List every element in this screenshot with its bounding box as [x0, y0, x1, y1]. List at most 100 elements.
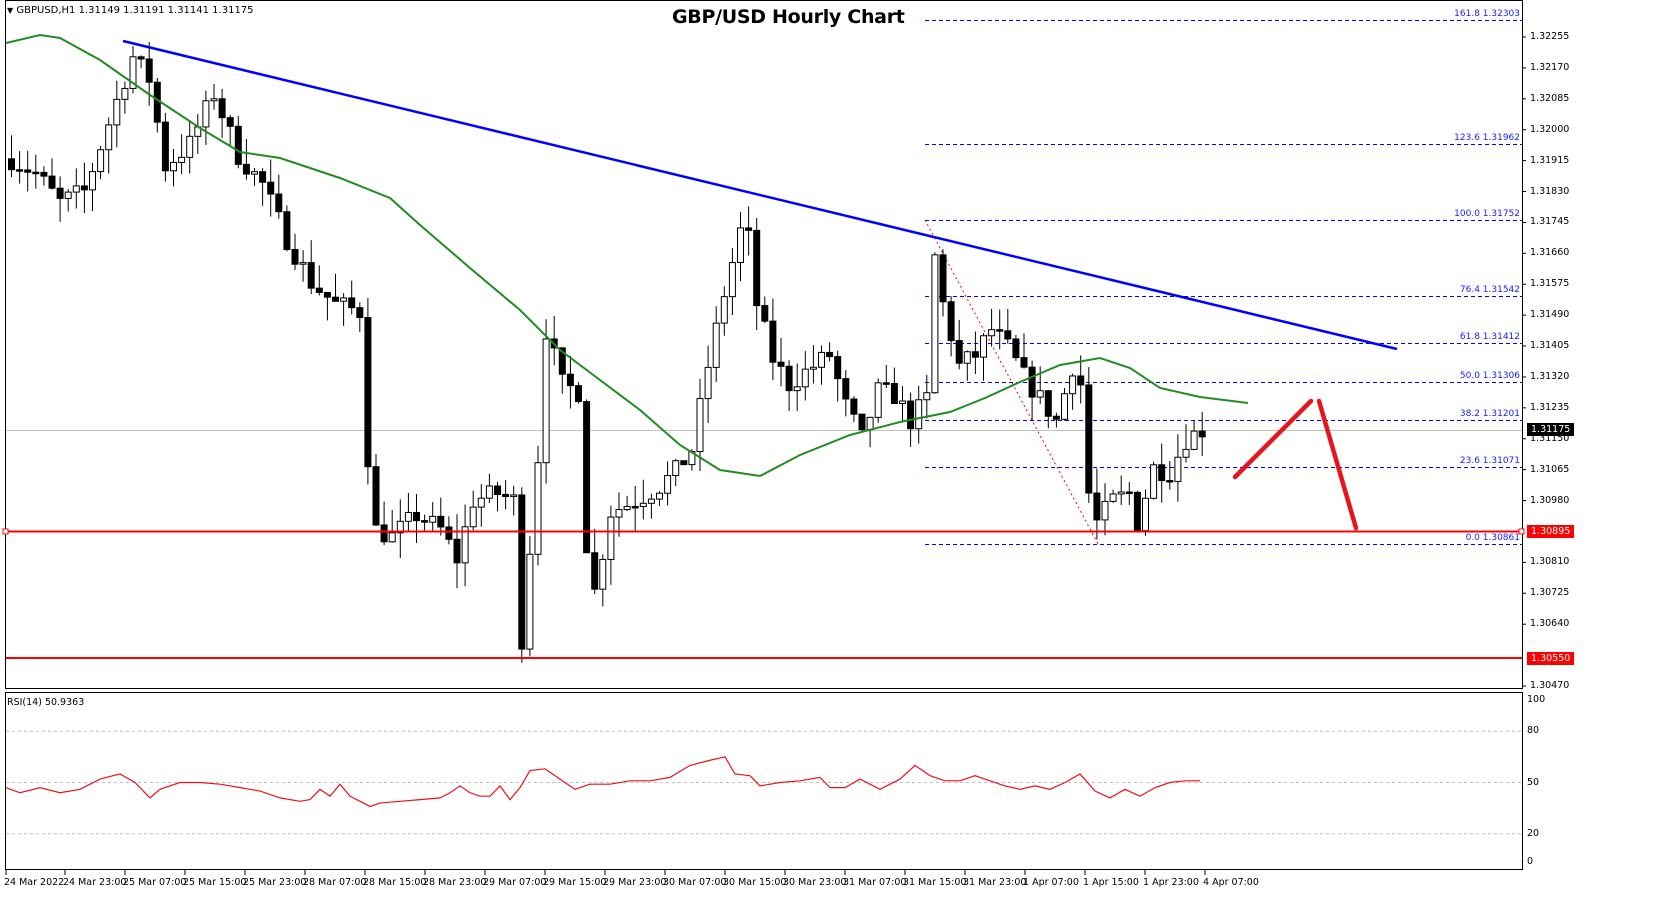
bullish-candle	[988, 329, 996, 337]
bearish-candle	[558, 347, 566, 375]
time-tick-label: 30 Mar 23:00	[783, 877, 847, 888]
bullish-candle	[542, 338, 550, 464]
bullish-candle	[121, 87, 129, 100]
collapse-triangle-icon[interactable]: ▼	[7, 6, 14, 15]
bullish-candle	[656, 492, 663, 500]
bearish-candle	[226, 117, 234, 127]
bearish-candle	[161, 121, 169, 172]
bullish-candle	[672, 460, 680, 477]
rsi-tick-label: 100	[1527, 694, 1546, 705]
bullish-candle	[72, 185, 80, 193]
descending-trendline[interactable]	[122, 39, 1398, 351]
time-tick-label: 4 Apr 07:00	[1203, 877, 1259, 888]
bullish-candle	[485, 485, 493, 499]
bearish-candle	[996, 329, 1004, 332]
bullish-candle	[712, 322, 720, 368]
bullish-candle	[696, 398, 704, 453]
bearish-candle	[1052, 415, 1060, 420]
symbol-ohlc-label: ▼ GBPUSD,H1 1.31149 1.31191 1.31141 1.31…	[7, 5, 254, 16]
bearish-candle	[332, 296, 339, 302]
time-tick-label: 25 Mar 15:00	[183, 877, 247, 888]
bullish-candle	[129, 56, 137, 89]
rsi-indicator-label: RSI(14) 50.9363	[7, 697, 85, 708]
bearish-candle	[267, 181, 275, 195]
time-tick-label: 24 Mar 23:00	[63, 877, 127, 888]
time-tick-label: 29 Mar 23:00	[603, 877, 667, 888]
rsi-tick-label: 80	[1527, 725, 1540, 737]
bearish-candle	[785, 365, 793, 392]
bearish-candle	[680, 460, 688, 466]
rsi-tick-label: 50	[1527, 776, 1540, 788]
bearish-candle	[566, 373, 574, 387]
bullish-candle	[720, 296, 728, 324]
bullish-candle	[534, 462, 542, 555]
price-tick-label: 1.31915	[1530, 154, 1570, 166]
bullish-candle	[737, 227, 744, 264]
bullish-candle	[1036, 390, 1044, 398]
bearish-candle	[518, 494, 526, 650]
time-tick-label: 31 Mar 07:00	[843, 877, 907, 888]
bullish-candle	[469, 506, 477, 528]
rsi-line	[5, 756, 1200, 808]
bullish-candle	[607, 516, 615, 560]
bullish-candle	[64, 191, 72, 199]
bearish-candle	[259, 171, 267, 183]
bullish-candle	[461, 526, 469, 564]
bearish-candle	[882, 382, 890, 385]
bearish-candle	[907, 400, 915, 430]
bearish-candle	[40, 171, 48, 177]
bearish-candle	[323, 291, 331, 298]
bearish-candle	[372, 466, 380, 526]
down-arrow-stroke	[1316, 398, 1359, 531]
bullish-candle	[639, 502, 647, 507]
bearish-candle	[1004, 330, 1012, 340]
time-tick-label: 30 Mar 15:00	[723, 877, 787, 888]
bullish-candle	[186, 135, 194, 158]
bearish-candle	[1093, 492, 1101, 521]
support-price-tag-2: 1.30550	[1527, 652, 1575, 665]
time-tick-label: 24 Mar 2022	[4, 877, 65, 888]
bearish-candle	[16, 169, 24, 172]
time-tick-label: 1 Apr 15:00	[1083, 877, 1139, 888]
bullish-candle	[899, 400, 906, 404]
rsi-plot-frame	[5, 692, 1523, 870]
bearish-candle	[1198, 430, 1206, 438]
support-line-handle[interactable]	[1518, 528, 1525, 535]
bearish-candle	[437, 515, 445, 528]
moving-average-line	[5, 33, 1249, 478]
bearish-candle	[1158, 464, 1166, 482]
bullish-candle	[1061, 393, 1068, 420]
bearish-candle	[283, 211, 291, 250]
bullish-candle	[963, 351, 971, 364]
bullish-candle	[1182, 448, 1190, 458]
price-tick-label: 1.30810	[1530, 556, 1570, 568]
bearish-candle	[947, 301, 955, 342]
bullish-candle	[1101, 500, 1109, 521]
bearish-candle	[445, 526, 453, 540]
time-tick-label: 28 Mar 07:00	[303, 877, 367, 888]
fibonacci-level-label: 76.4 1.31542	[1459, 284, 1520, 295]
bearish-candle	[356, 307, 364, 319]
price-tick-label: 1.31065	[1530, 463, 1570, 475]
fibonacci-level-label: 100.0 1.31752	[1454, 208, 1520, 219]
bearish-candle	[939, 254, 947, 303]
time-tick-label: 1 Apr 23:00	[1143, 877, 1199, 888]
bearish-candle	[777, 361, 785, 367]
bearish-candle	[380, 524, 388, 543]
bearish-candle	[761, 305, 769, 322]
current-price-tag: 1.31175	[1527, 423, 1575, 436]
bearish-candle	[1077, 375, 1085, 386]
rsi-tick-label: 20	[1527, 827, 1540, 839]
price-tick-label: 1.31320	[1530, 370, 1570, 382]
bearish-candle	[24, 169, 32, 173]
fibonacci-level-label: 0.0 1.30861	[1465, 532, 1520, 543]
bullish-candle	[510, 494, 518, 497]
support-line-handle[interactable]	[2, 528, 9, 535]
fibonacci-level-label: 50.0 1.31306	[1459, 370, 1520, 381]
bullish-candle	[704, 366, 712, 400]
bullish-candle	[793, 386, 801, 392]
price-tick-label: 1.30640	[1530, 618, 1570, 630]
fibonacci-level-label: 61.8 1.31412	[1459, 331, 1520, 342]
bullish-candle	[388, 532, 396, 543]
